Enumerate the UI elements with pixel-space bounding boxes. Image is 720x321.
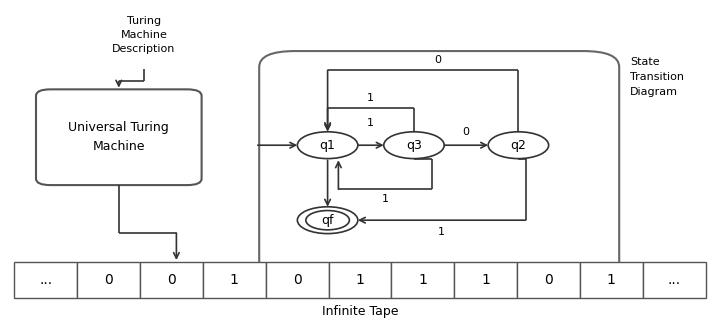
Text: q1: q1 xyxy=(320,139,336,152)
Text: 1: 1 xyxy=(367,93,374,103)
Bar xyxy=(517,262,580,299)
Bar xyxy=(140,262,203,299)
Text: 1: 1 xyxy=(438,227,445,237)
FancyBboxPatch shape xyxy=(259,51,619,287)
Text: 1: 1 xyxy=(607,273,616,287)
FancyBboxPatch shape xyxy=(36,89,202,185)
Bar xyxy=(580,262,643,299)
Bar xyxy=(643,262,706,299)
Text: 1: 1 xyxy=(418,273,427,287)
Text: 0: 0 xyxy=(434,56,441,65)
Text: 0: 0 xyxy=(463,127,469,137)
Text: 0: 0 xyxy=(167,273,176,287)
Bar xyxy=(14,262,77,299)
Bar xyxy=(328,262,392,299)
Text: 1: 1 xyxy=(382,194,389,204)
Bar xyxy=(203,262,266,299)
Text: Turing
Machine
Description: Turing Machine Description xyxy=(112,16,176,54)
Bar xyxy=(266,262,328,299)
Text: ...: ... xyxy=(40,273,53,287)
Text: 0: 0 xyxy=(104,273,113,287)
Text: q2: q2 xyxy=(510,139,526,152)
Text: 0: 0 xyxy=(544,273,553,287)
Text: ...: ... xyxy=(667,273,680,287)
Text: Infinite Tape: Infinite Tape xyxy=(322,305,398,318)
Text: 1: 1 xyxy=(481,273,490,287)
Text: 1: 1 xyxy=(356,273,364,287)
Bar xyxy=(454,262,517,299)
Text: 1: 1 xyxy=(230,273,239,287)
Bar xyxy=(392,262,454,299)
Text: Universal Turing
Machine: Universal Turing Machine xyxy=(68,121,169,153)
Text: qf: qf xyxy=(321,214,334,227)
Bar xyxy=(77,262,140,299)
Text: State
Transition
Diagram: State Transition Diagram xyxy=(630,57,684,97)
Text: q3: q3 xyxy=(406,139,422,152)
Text: 1: 1 xyxy=(367,118,374,128)
Text: 0: 0 xyxy=(293,273,302,287)
